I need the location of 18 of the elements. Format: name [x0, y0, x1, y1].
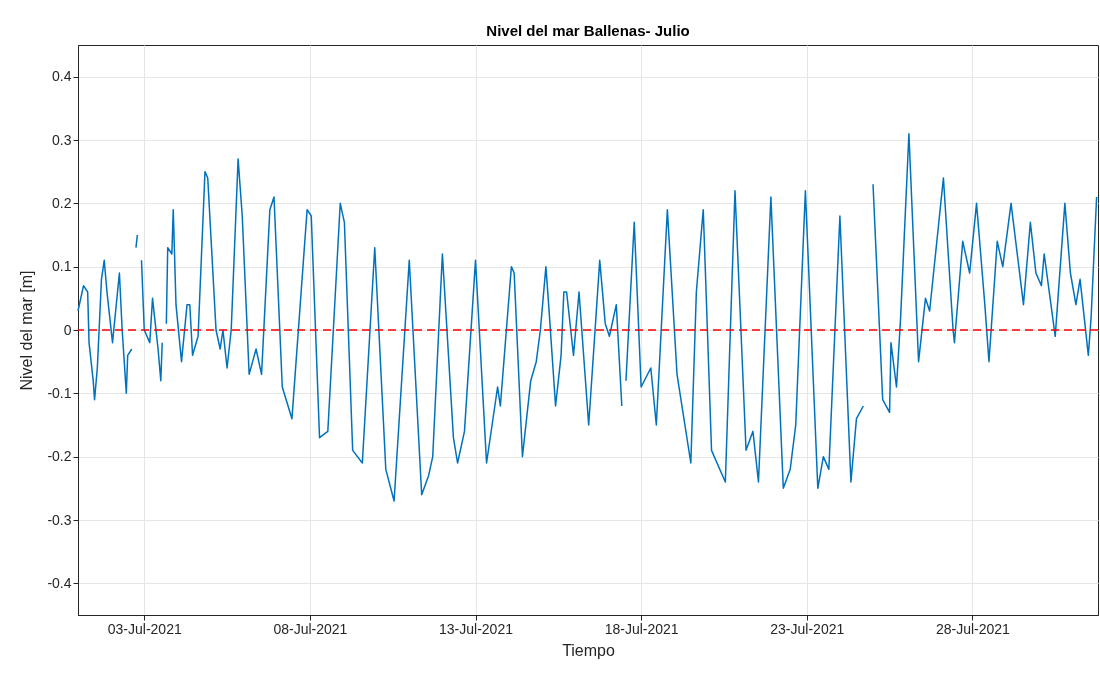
y-tick-label: -0.1: [47, 384, 72, 401]
y-axis-title: Nivel del mar [m]: [18, 270, 36, 391]
y-tick-label: -0.3: [47, 511, 72, 528]
y-tick-label: 0: [63, 321, 72, 338]
x-tick-label: 18-Jul-2021: [604, 620, 679, 637]
y-tick-label: 0.4: [52, 68, 72, 85]
y-tick-label: -0.4: [47, 574, 72, 591]
y-tick-label: -0.2: [47, 448, 72, 465]
x-tick-label: 23-Jul-2021: [770, 620, 845, 637]
x-tick-label: 03-Jul-2021: [107, 620, 182, 637]
x-axis-title: Tiempo: [562, 641, 615, 659]
x-tick-label: 13-Jul-2021: [439, 620, 514, 637]
y-tick-label: 0.2: [52, 194, 72, 211]
chart-title: Nivel del mar Ballenas- Julio: [486, 22, 690, 39]
y-tick-label: 0.1: [52, 258, 72, 275]
y-tick-label: 0.3: [52, 131, 72, 148]
x-tick-label: 08-Jul-2021: [273, 620, 348, 637]
x-tick-label: 28-Jul-2021: [935, 620, 1011, 637]
